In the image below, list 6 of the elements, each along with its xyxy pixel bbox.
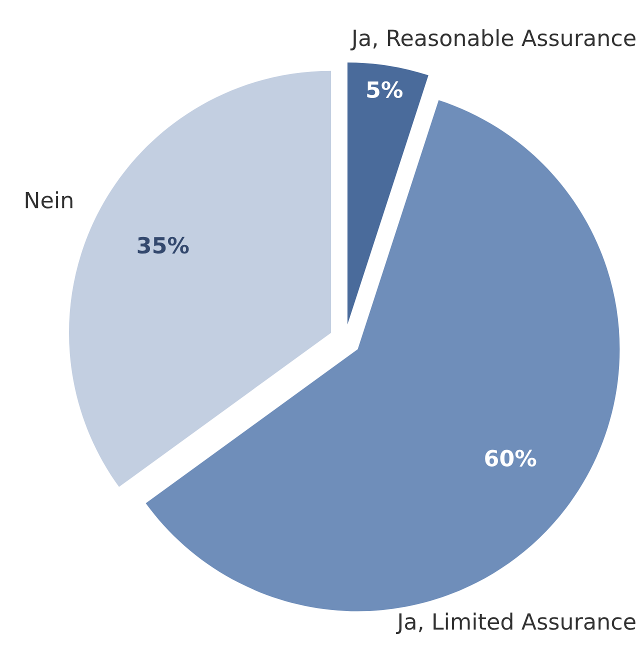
slice-label: Ja, Limited Assurance (396, 612, 636, 634)
data-label: 35% (138, 236, 189, 254)
data-label: 5% (367, 81, 403, 98)
slice-label: Ja, Reasonable Assurance (350, 29, 636, 50)
data-label: 60% (485, 450, 536, 467)
slice-label: Nein (26, 191, 72, 208)
